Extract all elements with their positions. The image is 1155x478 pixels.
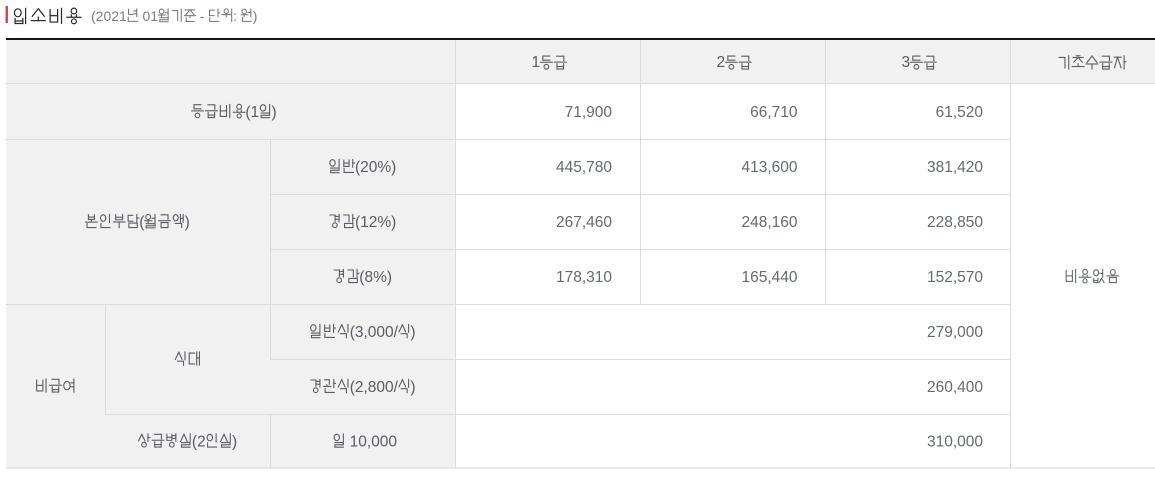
svg-text:(2021: (2021 [91, 8, 127, 24]
svg-text:61,520: 61,520 [936, 104, 984, 121]
svg-text:413,600: 413,600 [741, 159, 797, 176]
svg-text:71,900: 71,900 [565, 104, 613, 121]
svg-text::: : [233, 8, 237, 24]
svg-text:3: 3 [901, 54, 910, 71]
svg-text:228,850: 228,850 [927, 214, 983, 231]
svg-text:260,400: 260,400 [927, 379, 983, 396]
svg-text:2: 2 [716, 54, 725, 71]
svg-text:(20%): (20%) [355, 159, 396, 176]
svg-text:): ) [410, 379, 415, 396]
svg-text:152,570: 152,570 [927, 269, 983, 286]
svg-text:(12%): (12%) [355, 214, 396, 231]
svg-text:-: - [200, 8, 205, 24]
svg-text:248,160: 248,160 [741, 214, 797, 231]
svg-text:445,780: 445,780 [556, 159, 612, 176]
svg-text:): ) [185, 214, 190, 231]
svg-text:1: 1 [531, 54, 540, 71]
svg-text:10,000: 10,000 [350, 434, 398, 451]
svg-text:(2,800/: (2,800/ [350, 379, 399, 396]
svg-text:): ) [253, 8, 258, 24]
svg-text:310,000: 310,000 [927, 434, 983, 451]
svg-text:(3,000/: (3,000/ [350, 324, 399, 341]
svg-text:267,460: 267,460 [556, 214, 612, 231]
svg-text:01: 01 [143, 8, 159, 24]
svg-text:165,440: 165,440 [741, 269, 797, 286]
svg-text:): ) [410, 324, 415, 341]
svg-text:): ) [232, 434, 237, 451]
svg-text:279,000: 279,000 [927, 324, 983, 341]
svg-text:178,310: 178,310 [556, 269, 612, 286]
svg-text:(1: (1 [245, 104, 259, 121]
svg-text:): ) [272, 104, 277, 121]
svg-text:(2: (2 [192, 434, 206, 451]
svg-text:(8%): (8%) [359, 269, 392, 286]
svg-text:66,710: 66,710 [750, 104, 798, 121]
svg-text:(: ( [139, 214, 145, 231]
svg-text:381,420: 381,420 [927, 159, 983, 176]
